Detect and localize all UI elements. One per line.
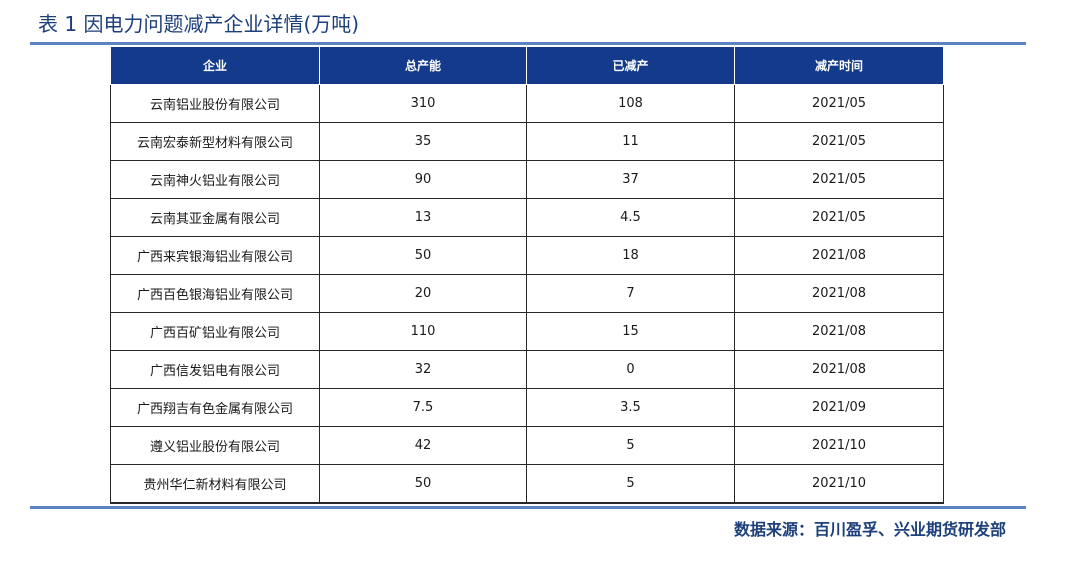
cell-total-capacity: 42 [319, 426, 527, 465]
cell-company: 遵义铝业股份有限公司 [110, 426, 320, 465]
cell-company: 广西翔吉有色金属有限公司 [110, 388, 320, 427]
table-row: 云南宏泰新型材料有限公司 35 11 2021/05 [110, 122, 944, 161]
cell-reduction-date: 2021/08 [734, 350, 944, 389]
table-title: 表 1 因电力问题减产企业详情(万吨) [38, 12, 360, 36]
cell-total-capacity: 310 [319, 84, 527, 123]
table-row: 云南铝业股份有限公司 310 108 2021/05 [110, 84, 944, 123]
cell-reduced: 18 [526, 236, 735, 275]
cell-company: 云南宏泰新型材料有限公司 [110, 122, 320, 161]
cell-reduced: 3.5 [526, 388, 735, 427]
top-divider [30, 42, 1026, 45]
bottom-divider [30, 506, 1026, 509]
table-row: 广西百矿铝业有限公司 110 15 2021/08 [110, 312, 944, 351]
table-row: 广西信发铝电有限公司 32 0 2021/08 [110, 350, 944, 389]
cell-reduced: 5 [526, 464, 735, 504]
cell-total-capacity: 50 [319, 464, 527, 504]
table-row: 云南神火铝业有限公司 90 37 2021/05 [110, 160, 944, 199]
table-header-row: 企业 总产能 已减产 减产时间 [110, 47, 944, 85]
cell-reduced: 11 [526, 122, 735, 161]
cell-reduction-date: 2021/10 [734, 426, 944, 465]
source-note: 数据来源：百川盈孚、兴业期货研发部 [733, 520, 1006, 539]
cell-company: 广西百矿铝业有限公司 [110, 312, 320, 351]
cell-reduction-date: 2021/05 [734, 84, 944, 123]
table-row: 广西翔吉有色金属有限公司 7.5 3.5 2021/09 [110, 388, 944, 427]
cell-total-capacity: 13 [319, 198, 527, 237]
cell-company: 贵州华仁新材料有限公司 [110, 464, 320, 504]
cell-reduction-date: 2021/08 [734, 312, 944, 351]
table-row: 贵州华仁新材料有限公司 50 5 2021/10 [110, 464, 944, 504]
cell-company: 广西百色银海铝业有限公司 [110, 274, 320, 313]
cell-reduced: 108 [526, 84, 735, 123]
cell-reduction-date: 2021/05 [734, 160, 944, 199]
header-company: 企业 [110, 47, 320, 85]
cell-reduction-date: 2021/08 [734, 236, 944, 275]
table-row: 云南其亚金属有限公司 13 4.5 2021/05 [110, 198, 944, 237]
cell-total-capacity: 90 [319, 160, 527, 199]
cell-reduction-date: 2021/05 [734, 122, 944, 161]
cell-reduced: 0 [526, 350, 735, 389]
header-total-capacity: 总产能 [319, 47, 527, 85]
capacity-reduction-table: 企业 总产能 已减产 减产时间 云南铝业股份有限公司 310 108 2021/… [110, 47, 944, 504]
cell-total-capacity: 32 [319, 350, 527, 389]
cell-reduced: 5 [526, 426, 735, 465]
table-row: 广西百色银海铝业有限公司 20 7 2021/08 [110, 274, 944, 313]
cell-company: 云南铝业股份有限公司 [110, 84, 320, 123]
cell-reduced: 15 [526, 312, 735, 351]
cell-reduction-date: 2021/10 [734, 464, 944, 504]
cell-reduced: 7 [526, 274, 735, 313]
cell-reduction-date: 2021/05 [734, 198, 944, 237]
cell-reduction-date: 2021/09 [734, 388, 944, 427]
cell-company: 云南其亚金属有限公司 [110, 198, 320, 237]
cell-total-capacity: 50 [319, 236, 527, 275]
header-reduced: 已减产 [526, 47, 735, 85]
cell-total-capacity: 7.5 [319, 388, 527, 427]
cell-reduction-date: 2021/08 [734, 274, 944, 313]
cell-company: 广西信发铝电有限公司 [110, 350, 320, 389]
cell-total-capacity: 35 [319, 122, 527, 161]
cell-reduced: 37 [526, 160, 735, 199]
cell-company: 云南神火铝业有限公司 [110, 160, 320, 199]
table-row: 遵义铝业股份有限公司 42 5 2021/10 [110, 426, 944, 465]
header-reduction-date: 减产时间 [734, 47, 944, 85]
cell-company: 广西来宾银海铝业有限公司 [110, 236, 320, 275]
table-row: 广西来宾银海铝业有限公司 50 18 2021/08 [110, 236, 944, 275]
cell-reduced: 4.5 [526, 198, 735, 237]
cell-total-capacity: 110 [319, 312, 527, 351]
cell-total-capacity: 20 [319, 274, 527, 313]
